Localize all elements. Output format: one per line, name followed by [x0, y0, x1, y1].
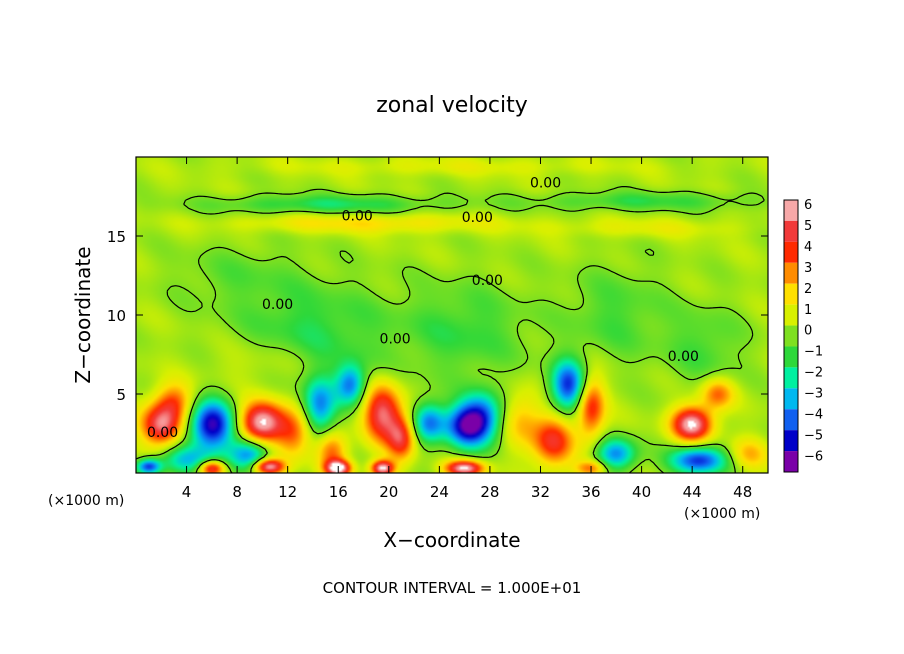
colorbar-swatch — [784, 325, 798, 347]
colorbar-frame — [783, 199, 799, 473]
x-tick-label: 40 — [632, 483, 651, 501]
x-tick-label: 36 — [581, 483, 600, 501]
contour-label: 0.00 — [530, 175, 561, 191]
colorbar-swatch — [784, 262, 798, 284]
colorbar-tick-label: 1 — [804, 303, 812, 318]
colorbar-swatch — [784, 346, 798, 368]
colorbar-tick-label: −6 — [804, 449, 823, 464]
x-tick-label: 44 — [683, 483, 702, 501]
y-tick-label: 15 — [107, 228, 126, 246]
x-tick-label: 48 — [733, 483, 752, 501]
x-tick-label: 16 — [329, 483, 348, 501]
y-axis-ticks: 5 10 15 — [107, 228, 768, 404]
x-axis-ticks: 4 8 12 16 20 24 28 32 36 40 44 48 — [182, 157, 752, 501]
colorbar-swatch — [784, 304, 798, 326]
x-axis-label: X−coordinate — [383, 528, 520, 552]
x-tick-label: 28 — [480, 483, 499, 501]
colorbar-tick-label: −4 — [804, 407, 823, 422]
y-axis-label: Z−coordinate — [71, 246, 95, 383]
colorbar-swatch — [784, 388, 798, 410]
contour-labels: 0.00 0.00 0.00 0.00 0.00 0.00 0.00 0.00 — [147, 175, 699, 441]
velocity-field — [136, 157, 768, 473]
x-tick-label: 8 — [232, 483, 242, 501]
x-tick-label: 20 — [379, 483, 398, 501]
colorbar-tick-label: −5 — [804, 428, 823, 443]
y-tick-label: 10 — [107, 307, 126, 325]
colorbar-tick-label: 6 — [804, 198, 812, 213]
colorbar-tick-label: 4 — [804, 240, 812, 255]
contour-label: 0.00 — [262, 297, 293, 313]
colorbar-tick-label: 5 — [804, 219, 812, 234]
y-tick-label: 5 — [116, 386, 126, 404]
colorbar-swatch — [784, 200, 798, 221]
colorbar-tick-label: 3 — [804, 261, 812, 276]
x-unit-label-left: (×1000 m) — [48, 493, 124, 509]
colorbar-swatch — [784, 283, 798, 305]
colorbar-tick-label: 0 — [804, 324, 812, 339]
contour-label: 0.00 — [462, 210, 493, 226]
contour-interval-note: CONTOUR INTERVAL = 1.000E+01 — [323, 579, 582, 597]
colorbar: 6 5 4 3 2 1 0 −1 −2 −3 −4 −5 −6 — [783, 198, 823, 473]
x-tick-label: 32 — [531, 483, 550, 501]
zero-contour-lines — [135, 186, 765, 474]
x-tick-label: 24 — [430, 483, 449, 501]
colorbar-swatch — [784, 409, 798, 431]
colorbar-swatch — [784, 241, 798, 263]
chart-title: zonal velocity — [376, 93, 528, 118]
zero-contour-path — [135, 186, 765, 474]
colorbar-swatch — [784, 451, 798, 472]
contour-label: 0.00 — [472, 273, 503, 289]
colorbar-swatch — [784, 430, 798, 452]
colorbar-tick-label: −2 — [804, 366, 823, 381]
x-unit-label-right: (×1000 m) — [684, 506, 760, 522]
colorbar-swatch — [784, 367, 798, 389]
contour-label: 0.00 — [147, 425, 178, 441]
x-tick-label: 12 — [278, 483, 297, 501]
colorbar-swatch — [784, 220, 798, 242]
contour-label: 0.00 — [668, 349, 699, 365]
colorbar-tick-label: −1 — [804, 345, 823, 360]
contour-label: 0.00 — [342, 208, 373, 224]
contour-label: 0.00 — [380, 332, 411, 348]
colorbar-tick-label: −3 — [804, 386, 823, 401]
colorbar-tick-label: 2 — [804, 282, 812, 297]
x-tick-label: 4 — [182, 483, 192, 501]
